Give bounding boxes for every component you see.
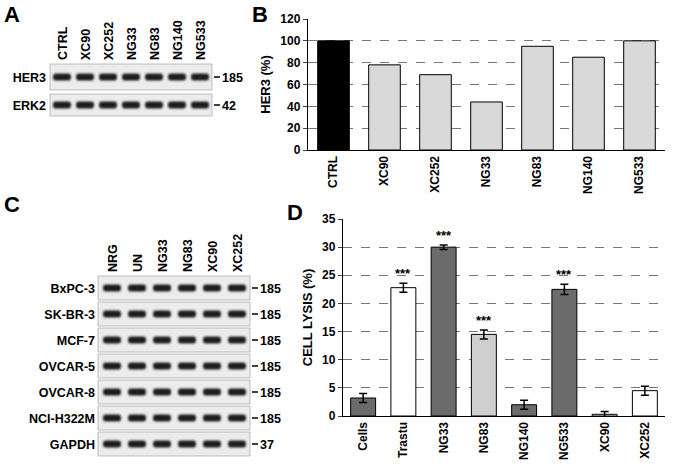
svg-text:Cells: Cells <box>356 422 370 451</box>
svg-text:A: A <box>4 2 20 27</box>
svg-text:25: 25 <box>322 268 336 282</box>
svg-text:SK-BR-3: SK-BR-3 <box>44 308 95 322</box>
svg-text:NG33: NG33 <box>479 156 493 188</box>
svg-text:MCF-7: MCF-7 <box>57 334 95 348</box>
svg-text:HER3: HER3 <box>13 71 46 85</box>
svg-text:NG83: NG83 <box>181 239 195 272</box>
svg-text:NG33: NG33 <box>156 239 170 272</box>
svg-text:NG33: NG33 <box>125 27 139 60</box>
svg-text:80: 80 <box>287 56 301 70</box>
svg-text:100: 100 <box>280 34 300 48</box>
svg-text:NG533: NG533 <box>194 20 208 60</box>
svg-text:NG33: NG33 <box>437 422 451 454</box>
svg-text:0: 0 <box>294 143 301 157</box>
svg-text:XC252: XC252 <box>231 234 245 272</box>
svg-text:42: 42 <box>222 99 236 113</box>
svg-text:C: C <box>4 192 20 217</box>
svg-text:XC90: XC90 <box>79 29 93 60</box>
svg-text:185: 185 <box>260 386 281 400</box>
svg-text:Trastu: Trastu <box>396 422 410 458</box>
svg-text:120: 120 <box>280 12 300 26</box>
svg-text:5: 5 <box>329 381 336 395</box>
svg-text:60: 60 <box>287 78 301 92</box>
svg-text:CELL LYSIS (%): CELL LYSIS (%) <box>300 269 315 367</box>
svg-text:35: 35 <box>322 212 336 226</box>
svg-text:NG533: NG533 <box>557 422 571 460</box>
svg-text:GAPDH: GAPDH <box>50 438 95 452</box>
svg-text:BxPC-3: BxPC-3 <box>51 282 96 296</box>
svg-text:NG140: NG140 <box>171 20 185 60</box>
svg-text:***: *** <box>556 267 572 282</box>
svg-text:185: 185 <box>260 308 281 322</box>
svg-text:***: *** <box>436 228 452 243</box>
svg-text:0: 0 <box>329 409 336 423</box>
svg-text:30: 30 <box>322 240 336 254</box>
svg-text:20: 20 <box>287 121 301 135</box>
svg-text:CTRL: CTRL <box>326 156 340 188</box>
svg-text:185: 185 <box>222 71 243 85</box>
svg-text:20: 20 <box>322 297 336 311</box>
svg-text:185: 185 <box>260 334 281 348</box>
svg-text:***: *** <box>395 266 411 281</box>
svg-text:NG140: NG140 <box>517 422 531 460</box>
svg-text:15: 15 <box>322 325 336 339</box>
svg-text:NRG: NRG <box>106 244 120 272</box>
svg-text:CTRL: CTRL <box>56 26 70 60</box>
svg-text:OVCAR-8: OVCAR-8 <box>39 386 95 400</box>
svg-text:HER3 (%): HER3 (%) <box>258 55 273 114</box>
svg-text:OVCAR-5: OVCAR-5 <box>39 360 95 374</box>
svg-text:185: 185 <box>260 282 281 296</box>
svg-text:185: 185 <box>260 360 281 374</box>
svg-text:ERK2: ERK2 <box>13 99 46 113</box>
svg-text:NG83: NG83 <box>530 156 544 188</box>
svg-text:XC252: XC252 <box>428 156 442 193</box>
svg-text:UN: UN <box>131 254 145 272</box>
svg-text:NG83: NG83 <box>148 27 162 60</box>
svg-text:185: 185 <box>260 412 281 426</box>
svg-text:XC90: XC90 <box>206 241 220 272</box>
svg-text:NG140: NG140 <box>581 156 595 194</box>
svg-text:XC90: XC90 <box>598 422 612 452</box>
html-text:B: B <box>252 2 268 27</box>
svg-text:NG83: NG83 <box>477 422 491 454</box>
svg-text:***: *** <box>476 313 492 328</box>
svg-text:NG533: NG533 <box>632 156 646 194</box>
svg-text:10: 10 <box>322 353 336 367</box>
svg-text:XC90: XC90 <box>377 156 391 186</box>
html-text:D: D <box>287 200 303 225</box>
svg-text:XC252: XC252 <box>638 422 652 459</box>
svg-text:37: 37 <box>260 438 274 452</box>
svg-text:XC252: XC252 <box>102 22 116 60</box>
svg-text:NCI-H322M: NCI-H322M <box>29 412 95 426</box>
svg-text:40: 40 <box>287 100 301 114</box>
